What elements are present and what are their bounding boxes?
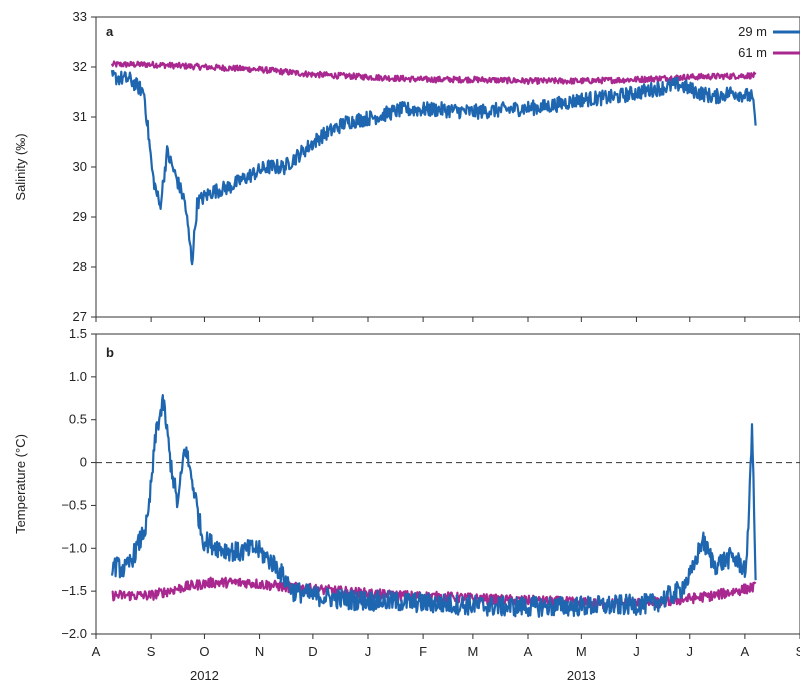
temperature-y-ticks: −2.0 −1.5 −1.0 −0.5 0 0.5 1.0 1.5 <box>61 326 96 641</box>
x-tick-label: F <box>419 644 427 659</box>
temperature-plot-frame <box>95 333 800 635</box>
x-tick-label: J <box>687 644 694 659</box>
year-label: 2013 <box>567 668 596 683</box>
legend: 29 m 61 m <box>738 24 800 60</box>
salinity-plot-frame <box>95 16 800 318</box>
x-tick-label: O <box>199 644 209 659</box>
series-line-29m <box>110 69 757 266</box>
x-tick-label: M <box>467 644 478 659</box>
x-tick-label: S <box>147 644 156 659</box>
y-tick-label: 28 <box>73 259 87 274</box>
x-tick-label: M <box>576 644 587 659</box>
y-tick-label: 29 <box>73 209 87 224</box>
series-line-29m <box>110 394 757 618</box>
y-tick-label: 31 <box>73 109 87 124</box>
y-tick-label: −1.0 <box>61 540 87 555</box>
salinity-series <box>95 60 800 322</box>
y-tick-label: −2.0 <box>61 626 87 641</box>
x-tick-label: A <box>741 644 750 659</box>
y-tick-label: 1.5 <box>69 326 87 341</box>
y-tick-label: −0.5 <box>61 497 87 512</box>
salinity-axis-label: Salinity (‰) <box>13 133 28 200</box>
y-tick-label: 0.5 <box>69 412 87 427</box>
temperature-panel-label: b <box>106 345 114 360</box>
x-tick-label: A <box>92 644 101 659</box>
salinity-panel: a Salinity (‰) 27 28 29 30 31 32 33 29 m 61 m <box>13 9 800 324</box>
legend-label-61m: 61 m <box>738 45 767 60</box>
y-tick-label: 1.0 <box>69 369 87 384</box>
y-tick-label: 0 <box>80 455 87 470</box>
salinity-y-ticks: 27 28 29 30 31 32 33 <box>73 9 96 324</box>
series-line-61m <box>110 60 757 85</box>
y-tick-label: 32 <box>73 59 87 74</box>
temperature-series <box>95 394 800 639</box>
x-tick-label: A <box>524 644 533 659</box>
temperature-axis-label: Temperature (°C) <box>13 434 28 534</box>
y-tick-label: −1.5 <box>61 583 87 598</box>
y-tick-label: 27 <box>73 309 87 324</box>
year-label: 2012 <box>190 668 219 683</box>
y-tick-label: 33 <box>73 9 87 24</box>
month-axis: A S O N D J F M A M J J A S 2012 2013 <box>92 644 800 683</box>
x-tick-label: J <box>365 644 372 659</box>
legend-label-29m: 29 m <box>738 24 767 39</box>
y-tick-label: 30 <box>73 159 87 174</box>
x-tick-label: N <box>255 644 264 659</box>
x-tick-label: D <box>308 644 317 659</box>
x-tick-label: S <box>796 644 800 659</box>
x-tick-label: J <box>633 644 640 659</box>
temperature-panel: b Temperature (°C) −2.0 −1.5 −1.0 −0.5 0 0.5 1… <box>13 326 800 641</box>
salinity-panel-label: a <box>106 24 114 39</box>
